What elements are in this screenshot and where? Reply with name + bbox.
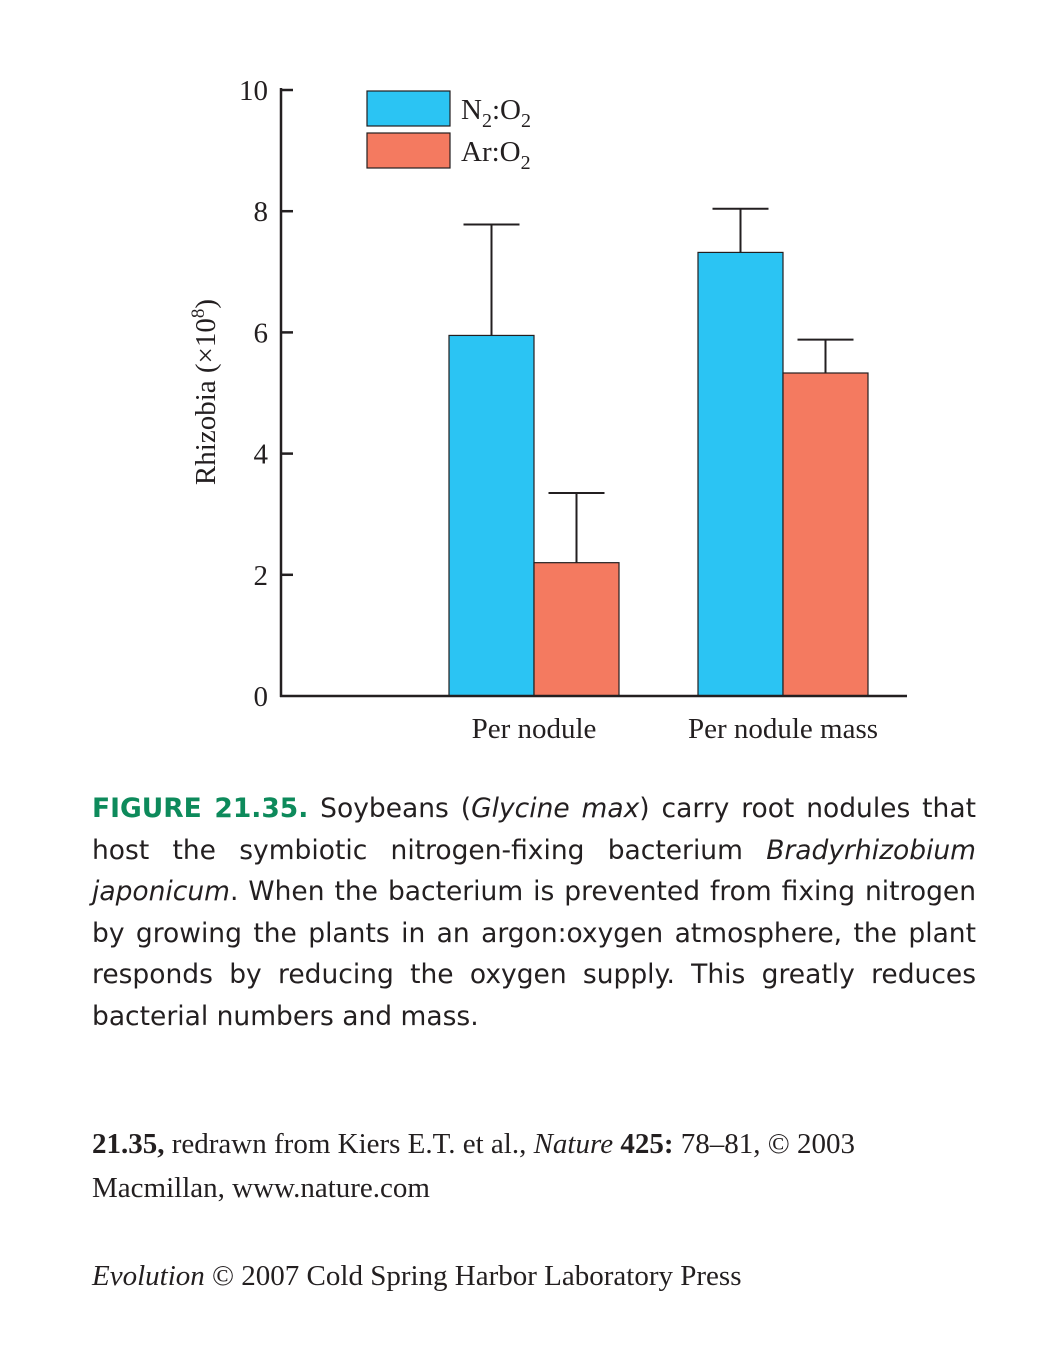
footer-book-title: Evolution bbox=[92, 1260, 205, 1292]
category-label: Per nodule mass bbox=[688, 713, 878, 745]
legend-swatch-aro2 bbox=[366, 132, 451, 169]
bar-aro2-per-nodule bbox=[533, 562, 620, 697]
footer-text: © 2007 Cold Spring Harbor Laboratory Pre… bbox=[204, 1260, 742, 1292]
book-footer: Evolution © 2007 Cold Spring Harbor Labo… bbox=[92, 1254, 976, 1298]
y-tick-label: 2 bbox=[254, 560, 269, 592]
category-label: Per nodule bbox=[472, 713, 597, 745]
credit-figure-number: 21.35, bbox=[92, 1128, 165, 1160]
category-labels-layer: Per nodule Per nodule mass bbox=[472, 713, 878, 745]
error-bars-layer bbox=[463, 207, 854, 563]
y-axis-title-main: Rhizobia (×10 bbox=[190, 318, 222, 485]
y-axis-title-exponent: 8 bbox=[188, 309, 209, 319]
credit-journal: Nature bbox=[533, 1128, 614, 1160]
bars-layer bbox=[448, 251, 869, 697]
y-tick-label: 8 bbox=[254, 196, 269, 228]
figure-caption: FIGURE 21.35. Soybeans (Glycine max) car… bbox=[92, 788, 976, 1037]
caption-text-3: . When the bacterium is prevented from f… bbox=[92, 876, 976, 1032]
figure-label: FIGURE 21.35. bbox=[92, 793, 309, 824]
y-tick-label: 4 bbox=[254, 439, 269, 471]
credit-volume: 425: bbox=[613, 1128, 674, 1160]
y-axis-title-close: ) bbox=[190, 299, 222, 309]
legend-label-aro2: Ar:O2 bbox=[461, 136, 531, 174]
y-axis-title: Rhizobia (×108) bbox=[188, 299, 222, 485]
bar-n2o2-per-nodule bbox=[448, 334, 535, 697]
axes-layer bbox=[279, 88, 907, 698]
legend-swatch-n2o2 bbox=[366, 90, 451, 127]
legend: N2:O2 Ar:O2 bbox=[366, 90, 531, 174]
bar-aro2-per-nodule-mass bbox=[782, 372, 869, 697]
credit-text-2: 78–81, © 2003 Macmillan, www.nature.com bbox=[92, 1128, 856, 1204]
y-tick-label: 0 bbox=[254, 681, 269, 713]
y-tick-label: 6 bbox=[254, 317, 269, 349]
bar-n2o2-per-nodule-mass bbox=[697, 251, 784, 697]
bar-chart: 0 2 4 6 8 10 Per nodule Per nodule mass Rhizob… bbox=[188, 75, 907, 745]
credit-text-1: redrawn from Kiers E.T. et al., bbox=[164, 1128, 534, 1160]
caption-species-name: Glycine max bbox=[471, 793, 640, 824]
y-tick-label: 10 bbox=[239, 75, 268, 107]
caption-bacterium-name: Bradyrhizobium japonicum bbox=[92, 834, 976, 908]
legend-label-n2o2: N2:O2 bbox=[461, 94, 531, 132]
y-ticks-layer: 0 2 4 6 8 10 bbox=[239, 75, 293, 713]
source-credit: 21.35, redrawn from Kiers E.T. et al., N… bbox=[92, 1122, 976, 1210]
caption-text-1: Soybeans ( bbox=[308, 793, 472, 824]
caption-text-2: ) carry root nodules that host the symbi… bbox=[92, 793, 976, 866]
